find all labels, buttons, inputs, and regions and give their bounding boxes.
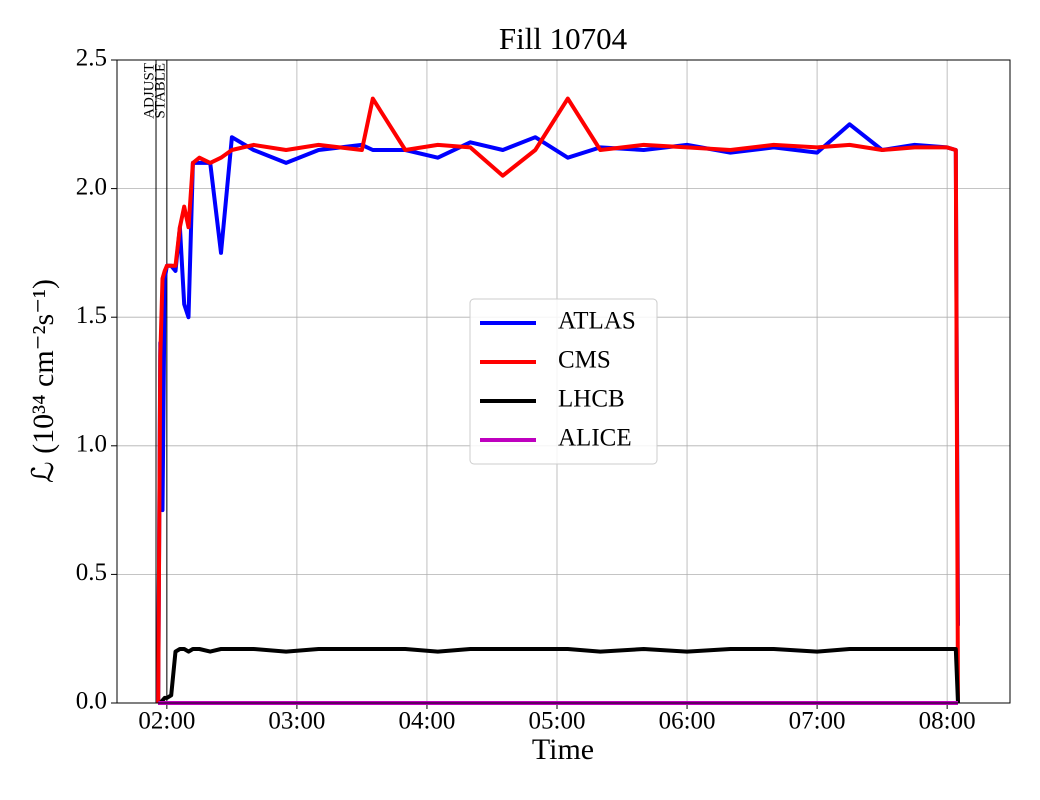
plot-frame <box>116 59 1011 704</box>
x-axis-label: Time <box>532 733 594 766</box>
x-tick-label: 08:00 <box>919 708 976 735</box>
y-tick-label: 2.5 <box>76 45 107 72</box>
x-tick-label: 04:00 <box>398 708 455 735</box>
y-axis-label: ℒ (10³⁴ cm⁻²s⁻¹) <box>27 279 60 483</box>
x-tick-label: 03:00 <box>268 708 325 735</box>
y-tick-label: 0.5 <box>76 559 107 586</box>
annotation-label: ADJUST <box>141 63 157 119</box>
x-tick-label: 02:00 <box>138 708 195 735</box>
x-tick-label: 07:00 <box>789 708 846 735</box>
x-tick-label: 05:00 <box>529 708 586 735</box>
chart-title: Fill 10704 <box>499 21 628 56</box>
series-line <box>158 647 960 705</box>
annotation-label: STABLE <box>152 63 168 118</box>
y-tick-label: 1.5 <box>76 302 107 329</box>
legend-box <box>469 298 658 465</box>
legend-label: ATLAS <box>558 308 636 335</box>
legend-label: ALICE <box>558 425 632 452</box>
legend-label: LHCB <box>558 386 625 413</box>
series-line <box>156 96 960 704</box>
y-tick-label: 2.0 <box>76 173 107 200</box>
y-tick-label: 1.0 <box>76 431 107 458</box>
x-tick-label: 06:00 <box>659 708 716 735</box>
legend-label: CMS <box>558 347 611 374</box>
y-tick-label: 0.0 <box>76 688 107 715</box>
